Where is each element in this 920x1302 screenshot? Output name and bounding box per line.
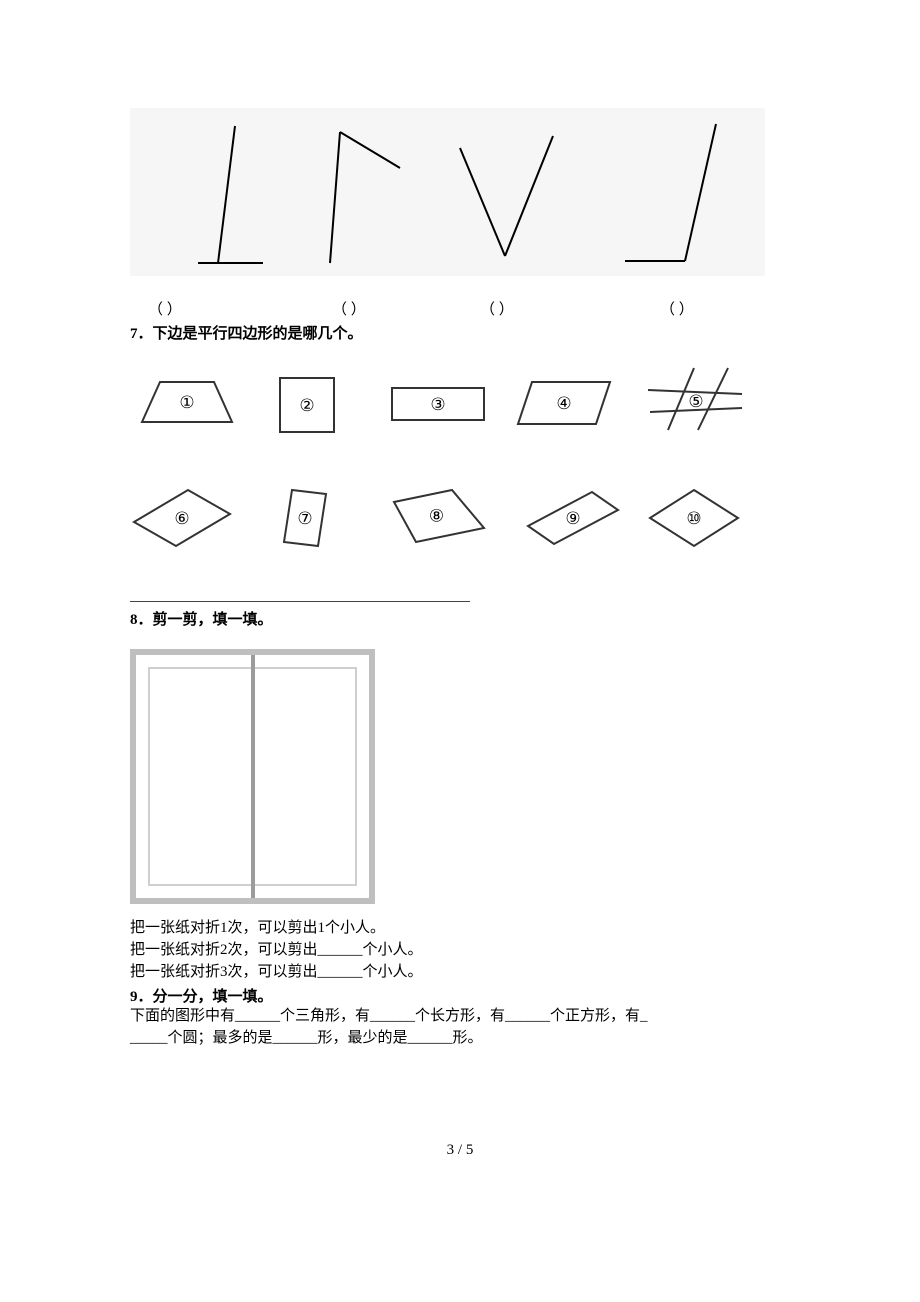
svg-text:⑥: ⑥ [174,509,189,528]
answer-paren: （ ） [148,298,182,319]
q7-shape: ⑩ [642,485,750,553]
answer-paren: （ ） [660,298,694,319]
q9-body-1: 下面的图形中有______个三角形，有______个长方形，有______个正方… [130,1006,790,1028]
q7-title: 7．下边是平行四边形的是哪几个。 [130,322,790,343]
q7-shape: ⑧ [386,485,494,553]
svg-text:⑤: ⑤ [688,392,703,411]
svg-text:③: ③ [430,395,445,414]
q7-shape: ① [130,371,238,439]
angles-figure [130,108,765,276]
q9-body-2: _____个圆；最多的是______形，最少的是______形。 [130,1028,790,1050]
q8-title: 8．剪一剪，填一填。 [130,608,790,629]
page-number: 3 / 5 [130,1142,790,1159]
svg-text:①: ① [179,393,194,412]
svg-text:④: ④ [556,394,571,413]
q7-shape: ⑥ [130,485,238,553]
svg-text:⑩: ⑩ [686,509,701,528]
q7-shape: ⑨ [514,485,622,553]
q7-shape: ④ [514,371,622,439]
svg-text:②: ② [299,396,314,415]
svg-text:⑦: ⑦ [297,509,312,528]
angle-answer-parentheses: （ ） （ ） （ ） （ ） [130,298,765,320]
svg-text:⑨: ⑨ [565,509,580,528]
q9-title: 9．分一分，填一填。 [130,985,790,1006]
q7-shapes-grid: ① ② ③ ④ ⑤ ⑥ ⑦ ⑧ ⑨ ⑩ [130,371,790,553]
svg-text:⑧: ⑧ [429,507,444,526]
answer-paren: （ ） [480,298,514,319]
q8-line-1: 把一张纸对折1次，可以剪出1个小人。 [130,918,790,940]
answer-paren: （ ） [332,298,366,319]
q7-shape: ⑦ [258,485,366,553]
q8-line-2: 把一张纸对折2次，可以剪出______个小人。 [130,940,790,962]
q7-shape: ⑤ [642,371,750,439]
q8-fold-figure [130,649,375,904]
q7-answer-line [130,601,470,602]
q8-line-3: 把一张纸对折3次，可以剪出______个小人。 [130,962,790,984]
q7-shape: ② [258,371,366,439]
q7-shape: ③ [386,371,494,439]
